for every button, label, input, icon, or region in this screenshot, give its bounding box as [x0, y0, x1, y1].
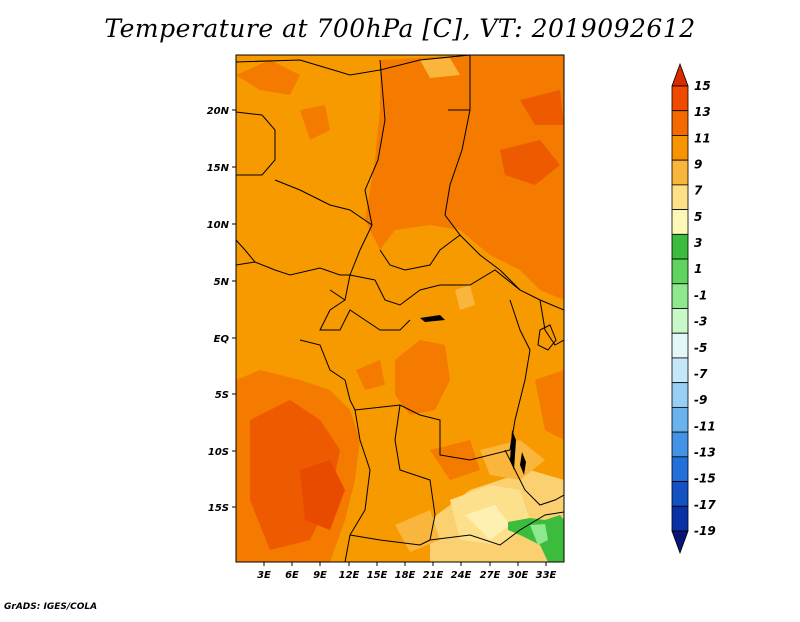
- lat-label: 15S: [208, 503, 229, 514]
- lon-label: 33E: [536, 570, 557, 581]
- lat-label: EQ: [214, 334, 230, 345]
- colorbar-bottom-arrow: [671, 530, 689, 555]
- colorbar-label: -17: [694, 498, 716, 512]
- colorbar-label: -5: [694, 341, 707, 355]
- lat-label: 15N: [207, 163, 230, 174]
- colorbar-bin: [671, 357, 689, 384]
- colorbar-label: -7: [694, 367, 708, 381]
- colorbar-bin: [671, 233, 689, 260]
- lon-label: 15E: [367, 570, 388, 581]
- colorbar-label: 13: [694, 105, 711, 119]
- colorbar-bin: [671, 406, 689, 433]
- colorbar-bin: [671, 209, 689, 235]
- lon-label: 24E: [451, 570, 472, 581]
- colorbar-bin: [671, 431, 689, 458]
- colorbar-top-arrow: [671, 62, 689, 87]
- latitude-axis: 20N 15N 10N 5N EQ 5S 10S 15S: [207, 106, 236, 514]
- lon-label: 3E: [257, 570, 271, 581]
- lon-label: 30E: [508, 570, 529, 581]
- lon-label: 12E: [339, 570, 360, 581]
- colorbar-bin: [671, 332, 689, 359]
- colorbar-label: 9: [694, 158, 702, 172]
- colorbar-label: -3: [694, 315, 707, 329]
- lat-label: 10S: [208, 447, 229, 458]
- colorbar-label: -9: [694, 393, 707, 407]
- colorbar-bin: [671, 184, 689, 211]
- lon-label: 6E: [285, 570, 299, 581]
- colorbar: 15 13 11 9 7 5 3 1 -1 -3 -5 -7 -9 -11 -13 -15 -17 -19: [671, 62, 716, 555]
- colorbar-label: -1: [694, 288, 707, 302]
- colorbar-label: -13: [694, 445, 716, 459]
- map-frame: [235, 54, 565, 563]
- lat-label: 20N: [207, 106, 230, 117]
- lon-label: 18E: [395, 570, 416, 581]
- lon-label: 21E: [423, 570, 444, 581]
- lon-label: 9E: [313, 570, 327, 581]
- colorbar-label: 1: [694, 262, 702, 276]
- footer-credit: GrADS: IGES/COLA: [4, 602, 98, 612]
- colorbar-label: 11: [694, 131, 711, 145]
- colorbar-bin: [671, 135, 689, 161]
- colorbar-bin: [671, 283, 689, 309]
- colorbar-label: 5: [694, 210, 702, 224]
- colorbar-bin: [671, 456, 689, 482]
- colorbar-bin: [671, 85, 689, 112]
- colorbar-bin: [671, 308, 689, 334]
- map-title: Temperature at 700hPa [C], VT: 201909261…: [104, 14, 696, 43]
- lat-label: 5S: [215, 390, 229, 401]
- colorbar-label: -15: [694, 472, 716, 486]
- colorbar-bin: [671, 159, 689, 186]
- colorbar-bin: [671, 110, 689, 136]
- lat-label: 5N: [214, 277, 230, 288]
- colorbar-label: 15: [694, 79, 711, 93]
- temperature-field: [236, 55, 564, 562]
- lat-label: 10N: [207, 220, 230, 231]
- colorbar-bin: [671, 481, 689, 507]
- lon-label: 27E: [480, 570, 501, 581]
- colorbar-bin: [671, 258, 689, 285]
- longitude-axis: 3E 6E 9E 12E 15E 18E 21E 24E 27E 30E 33E: [257, 562, 557, 581]
- colorbar-label: -19: [694, 524, 716, 538]
- colorbar-label: 3: [694, 236, 702, 250]
- colorbar-label: -11: [694, 419, 716, 433]
- colorbar-label: 7: [694, 184, 703, 198]
- colorbar-bin: [671, 505, 689, 532]
- colorbar-bin: [671, 382, 689, 408]
